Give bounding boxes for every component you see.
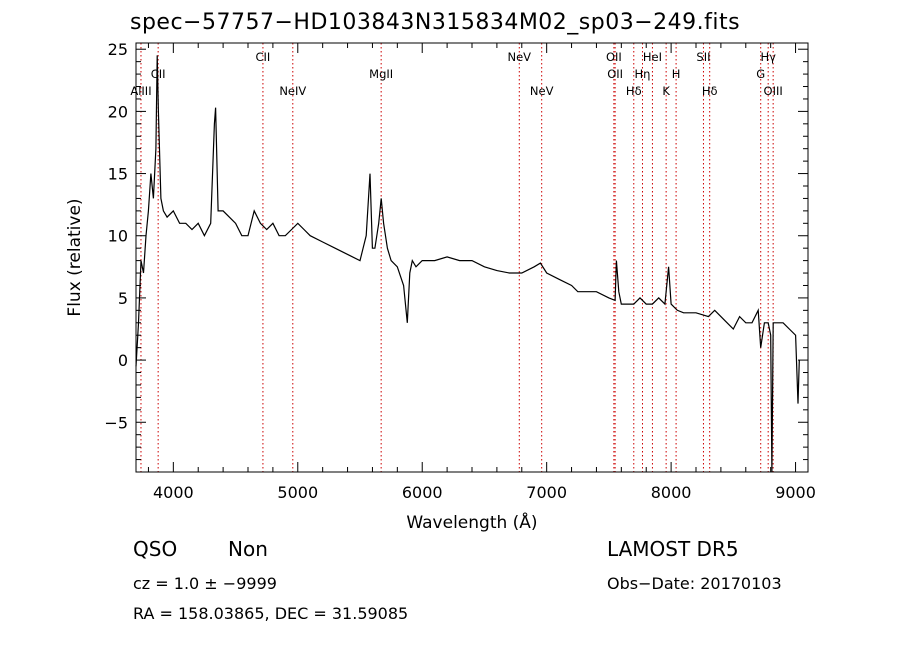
obs-date-label: Obs−Date: 20170103 bbox=[607, 574, 782, 593]
x-tick-label: 7000 bbox=[526, 483, 567, 502]
survey-label: LAMOST DR5 bbox=[607, 537, 739, 561]
line-label-12: K bbox=[662, 84, 670, 98]
spectrum-line bbox=[135, 55, 800, 473]
line-label-0: AlIII bbox=[130, 84, 151, 98]
line-label-18: OIII bbox=[764, 84, 783, 98]
y-tick-label: 20 bbox=[108, 102, 128, 121]
line-label-3: NeIV bbox=[279, 84, 306, 98]
line-label-8: OII bbox=[607, 67, 623, 81]
line-label-1: CII bbox=[151, 67, 166, 81]
y-tick-label: 5 bbox=[118, 289, 128, 308]
line-label-11: HeI bbox=[643, 50, 662, 64]
line-label-15: Hδ bbox=[702, 84, 718, 98]
cz-label: cz = 1.0 ± −9999 bbox=[133, 574, 277, 593]
x-tick-label: 8000 bbox=[651, 483, 692, 502]
y-tick-label: 15 bbox=[108, 165, 128, 184]
line-label-6: NeV bbox=[530, 84, 554, 98]
x-tick-label: 9000 bbox=[775, 483, 816, 502]
line-label-4: MgII bbox=[369, 67, 393, 81]
y-tick-label: −5 bbox=[104, 413, 128, 432]
x-tick-label: 4000 bbox=[153, 483, 194, 502]
chart-title: spec−57757−HD103843N315834M02_sp03−249.f… bbox=[130, 10, 741, 35]
line-label-16: G bbox=[756, 67, 765, 81]
line-label-9: Hδ bbox=[626, 84, 642, 98]
class-label: QSO bbox=[133, 537, 178, 561]
subclass-label: Non bbox=[228, 537, 268, 561]
line-label-17: Hγ bbox=[760, 50, 776, 64]
x-tick-label: 6000 bbox=[402, 483, 443, 502]
line-label-10: Hη bbox=[635, 67, 651, 81]
y-tick-label: 0 bbox=[118, 351, 128, 370]
line-label-13: H bbox=[672, 67, 681, 81]
y-tick-label: 25 bbox=[108, 40, 128, 59]
line-label-14: SII bbox=[696, 50, 710, 64]
line-label-7: OII bbox=[606, 50, 622, 64]
plot-frame bbox=[135, 42, 809, 473]
line-label-5: NeV bbox=[508, 50, 532, 64]
y-axis-label: Flux (relative) bbox=[65, 198, 85, 316]
coords-label: RA = 158.03865, DEC = 31.59085 bbox=[133, 604, 409, 623]
x-axis-label: Wavelength (Å) bbox=[406, 511, 537, 533]
y-tick-label: 10 bbox=[108, 227, 128, 246]
line-label-2: CII bbox=[256, 50, 271, 64]
x-tick-label: 5000 bbox=[277, 483, 318, 502]
